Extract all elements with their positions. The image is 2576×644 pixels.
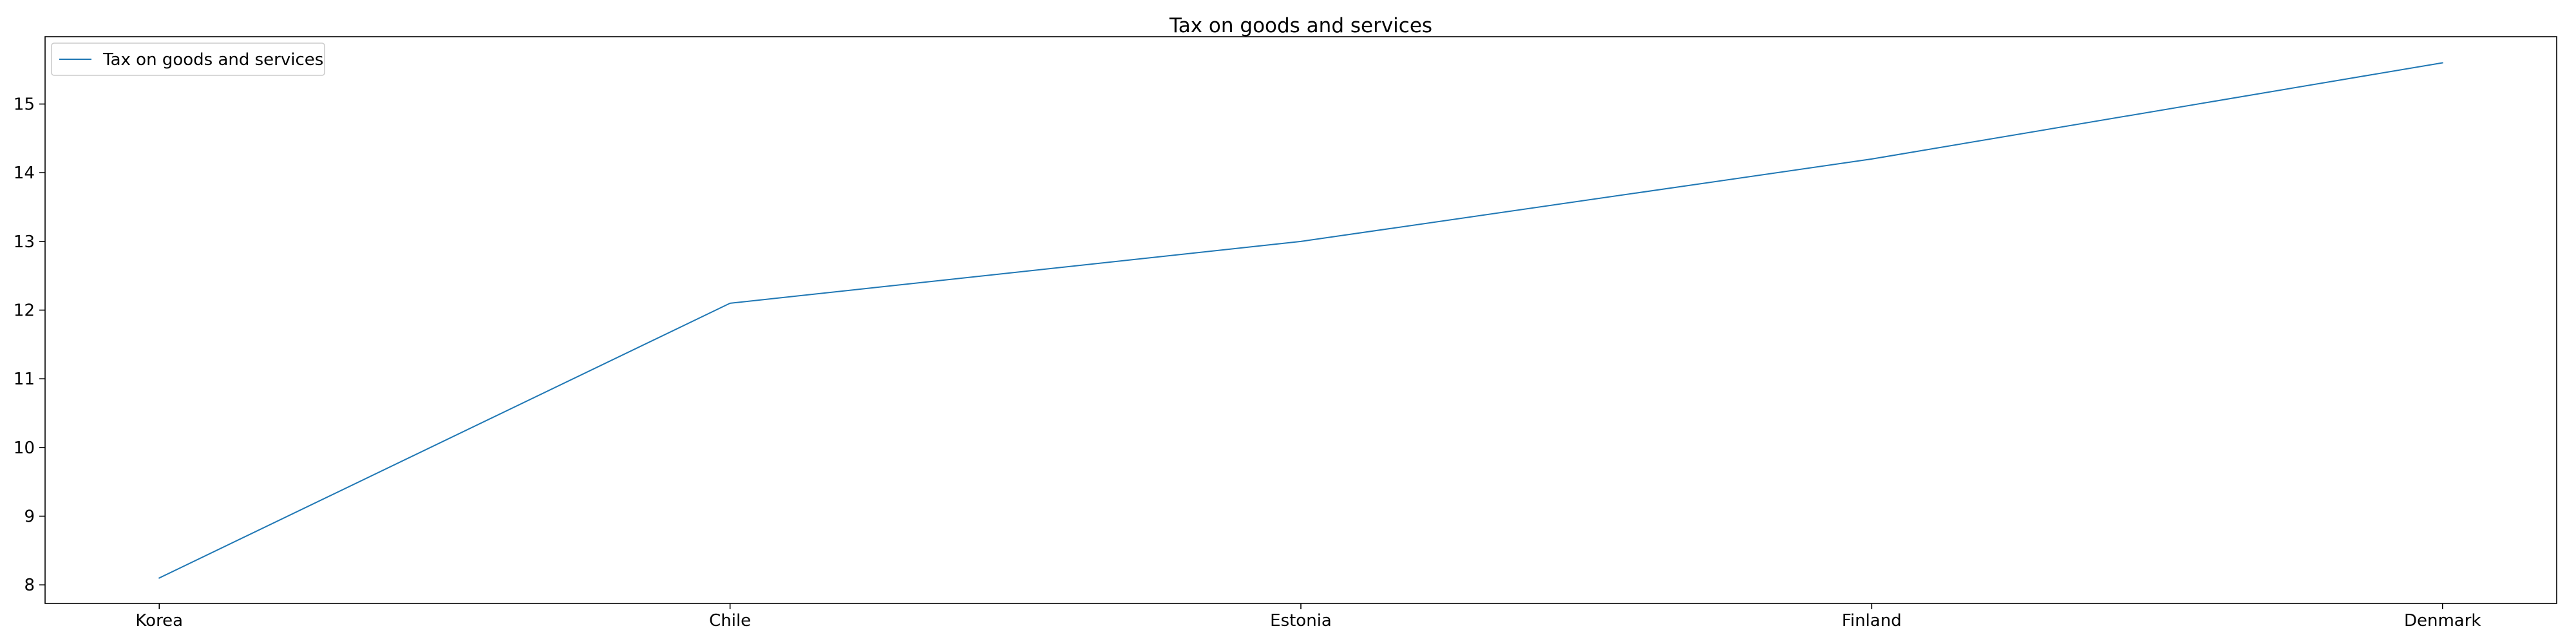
y-tick-label: 14 <box>14 164 35 183</box>
y-tick-label: 13 <box>14 232 35 252</box>
y-tick-label: 10 <box>14 439 35 458</box>
x-tick-label: Estonia <box>1270 611 1332 630</box>
y-tick-label: 11 <box>14 370 35 389</box>
y-tick-label: 12 <box>14 301 35 321</box>
legend: Tax on goods and services <box>51 43 325 76</box>
plot-area: 8 9 10 11 12 13 14 15 Korea Chile Estonia Finland De… <box>14 62 2481 630</box>
chart-title: Tax on goods and services <box>1169 14 1432 37</box>
x-tick-label: Finland <box>1842 611 1902 630</box>
x-tick-label: Denmark <box>2404 611 2481 630</box>
axes-frame <box>44 36 2557 604</box>
x-tick-label: Korea <box>135 611 183 630</box>
series-line <box>158 62 2443 579</box>
y-tick-label: 8 <box>24 576 35 595</box>
legend-box <box>51 43 325 76</box>
y-tick-label: 9 <box>24 507 35 527</box>
x-tick-label: Chile <box>709 611 751 630</box>
y-tick-label: 15 <box>14 95 35 115</box>
legend-label: Tax on goods and services <box>102 50 323 70</box>
